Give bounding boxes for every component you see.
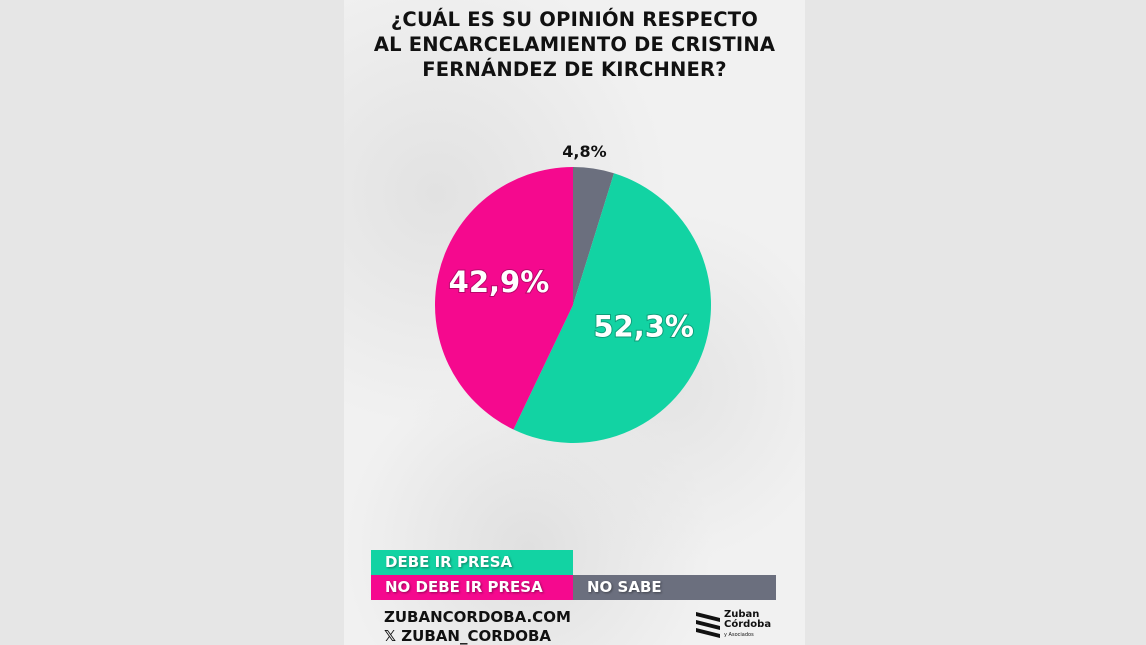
legend-no-debe-ir-presa: NO DEBE IR PRESA — [371, 575, 573, 600]
title-line-3: FERNÁNDEZ DE KIRCHNER? — [422, 58, 727, 81]
pie-slice-debe-ir-presa — [513, 173, 712, 444]
title-line-1: ¿CUÁL ES SU OPINIÓN RESPECTO — [390, 8, 759, 31]
data-label: 52,3% — [593, 310, 694, 344]
poll-card: ¿CUÁL ES SU OPINIÓN RESPECTO AL ENCARCEL… — [344, 0, 805, 645]
website-link[interactable]: ZUBANCORDOBA.COM — [384, 608, 571, 626]
chart-title: ¿CUÁL ES SU OPINIÓN RESPECTO AL ENCARCEL… — [344, 7, 805, 82]
pie-slice-no-sabe — [573, 167, 614, 305]
legend-no-sabe: NO SABE — [573, 575, 776, 600]
title-line-2: AL ENCARCELAMIENTO DE CRISTINA — [373, 33, 776, 56]
social-handle[interactable]: 𝕏 ZUBAN_CORDOBA — [384, 627, 552, 645]
data-label: 4,8% — [562, 142, 606, 161]
logo-stripes-icon — [696, 612, 720, 638]
pie-chart: 4,8% 52,3% 42,9% — [435, 142, 712, 444]
zuban-cordoba-logo: Zuban Córdoba y Asociados — [696, 610, 771, 640]
legend-debe-ir-presa: DEBE IR PRESA — [371, 550, 573, 575]
pie-slice-no-debe-ir-presa — [435, 167, 573, 430]
data-label: 42,9% — [449, 265, 550, 299]
